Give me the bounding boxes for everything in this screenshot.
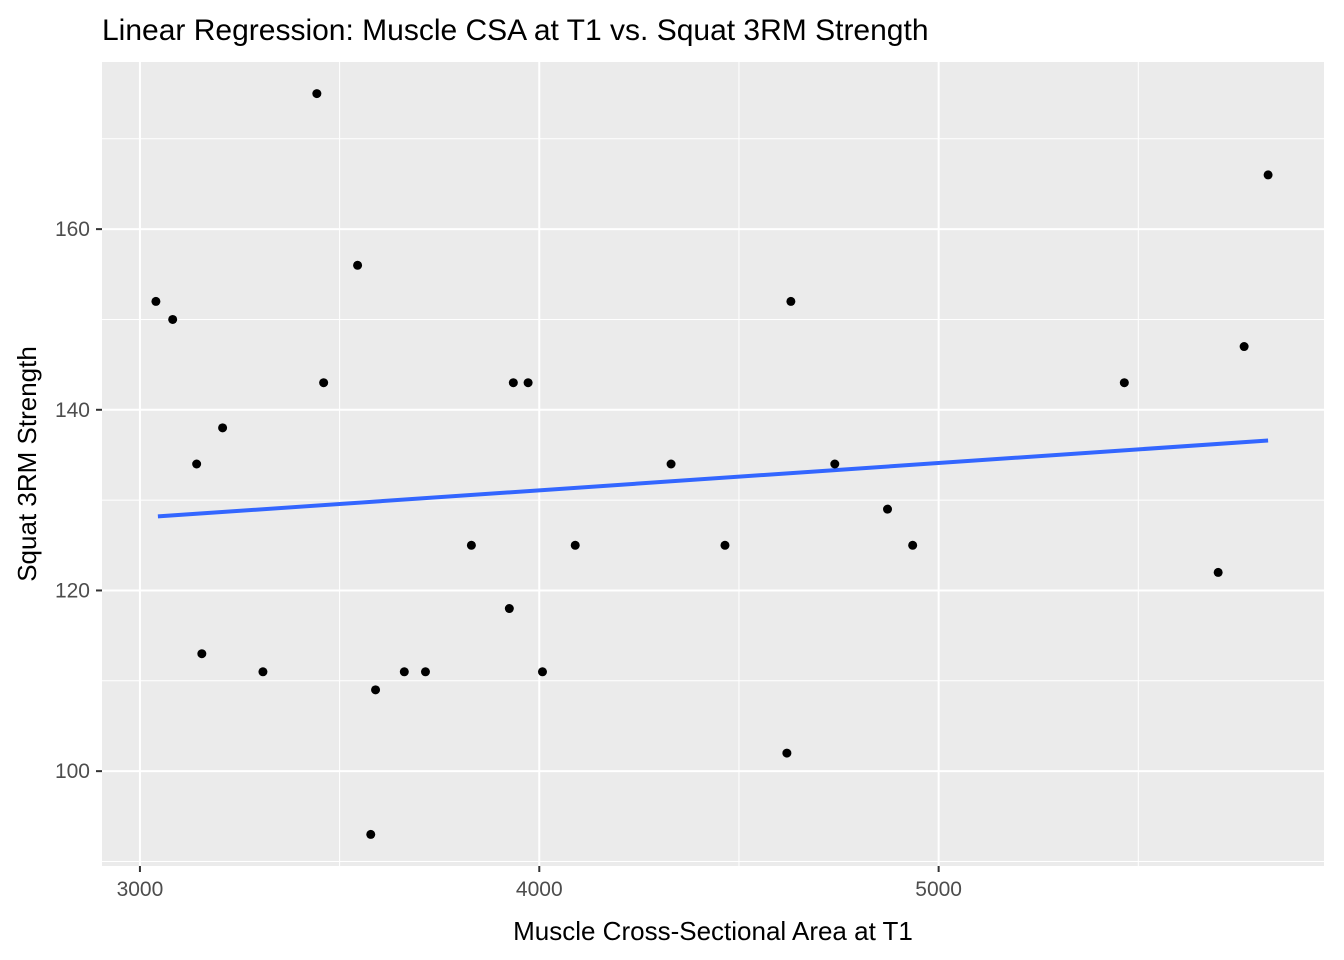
major-gridlines [102,62,1324,866]
data-point [1213,567,1223,577]
data-point [720,540,730,550]
data-point [666,459,676,469]
data-point [883,504,893,514]
minor-gridlines [102,62,1324,866]
data-point [366,829,376,839]
y-axis-title: Squat 3RM Strength [12,346,42,582]
x-tick-label: 4000 [516,878,563,901]
data-point [319,378,329,388]
plot-panel [102,62,1324,866]
data-point [258,667,268,677]
data-point [523,378,533,388]
data-point [218,423,228,433]
data-point [504,604,514,614]
data-point [508,378,518,388]
data-point [1263,170,1273,180]
data-point [570,540,580,550]
y-tick-label: 140 [55,399,90,422]
data-point [420,667,430,677]
y-tick-label: 100 [55,760,90,783]
data-point [782,748,792,758]
data-point [353,260,363,270]
data-point [192,459,202,469]
x-axis-title: Muscle Cross-Sectional Area at T1 [513,916,913,946]
chart-title: Linear Regression: Muscle CSA at T1 vs. … [102,14,929,47]
regression-layer [157,438,1269,519]
data-point [151,296,161,306]
y-axis-ticks: 100 120 140 160 [55,218,102,783]
x-tick-label: 3000 [117,878,164,901]
data-point [908,540,918,550]
data-point [312,89,322,99]
data-point [1119,378,1129,388]
y-tick-label: 160 [55,218,90,241]
x-axis-ticks: 3000 4000 5000 [117,866,962,901]
data-point [399,667,409,677]
y-tick-label: 120 [55,579,90,602]
data-points [151,89,1273,839]
data-point [1239,342,1249,352]
data-point [537,667,547,677]
x-tick-label: 5000 [915,878,962,901]
data-point [786,296,796,306]
data-point [830,459,840,469]
data-point [466,540,476,550]
regression-line [157,438,1269,519]
data-point [197,649,207,659]
data-point [371,685,381,695]
data-point [168,314,178,324]
